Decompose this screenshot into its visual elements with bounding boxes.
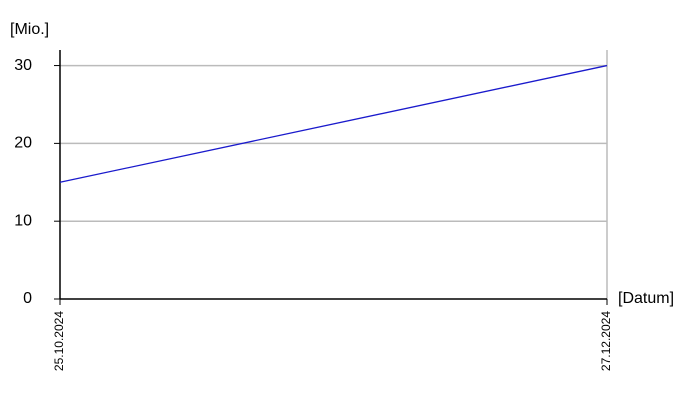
y-axis-label: [Mio.]: [10, 21, 49, 38]
y-tick-label: 30: [14, 57, 32, 74]
y-tick-label: 10: [14, 212, 32, 229]
x-tick-label: 25.10.2024: [52, 311, 66, 371]
y-tick-label: 0: [23, 290, 32, 307]
x-axis-label: [Datum]: [618, 290, 674, 307]
y-tick-label: 20: [14, 135, 32, 152]
line: [59, 64, 608, 183]
x-tick-label: 27.12.2024: [599, 311, 613, 371]
